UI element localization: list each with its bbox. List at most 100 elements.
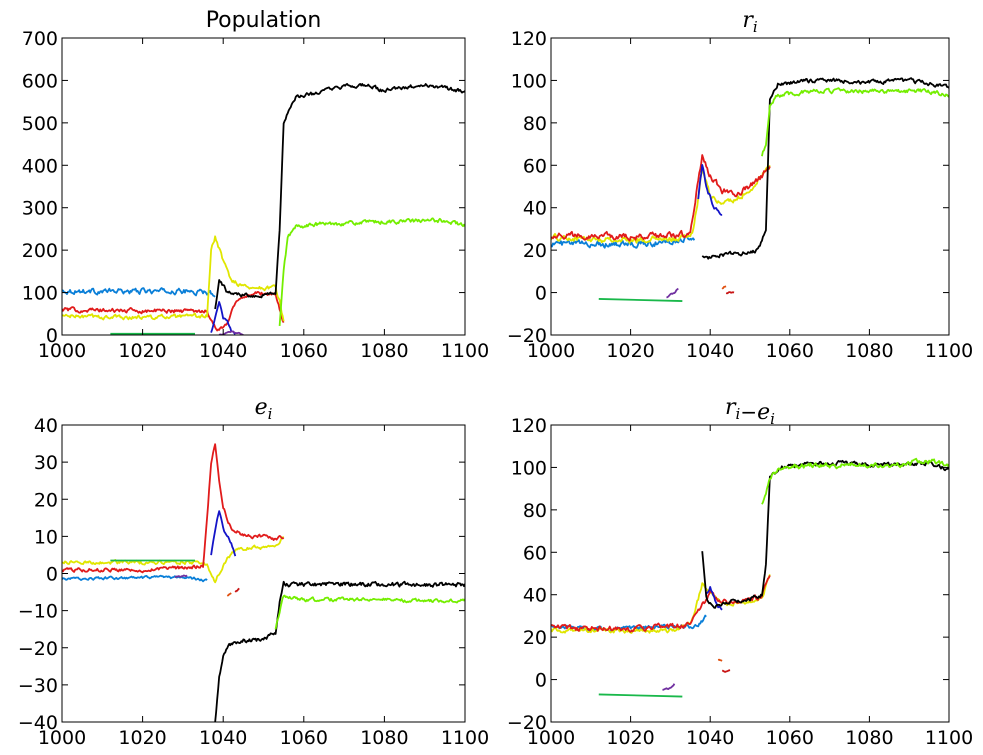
series-line <box>598 693 683 698</box>
x-tick-label: 1100 <box>925 727 973 749</box>
series-line <box>551 575 771 633</box>
series-line <box>551 235 696 249</box>
chart-title: ri−ei <box>725 395 775 428</box>
x-tick-label: 1080 <box>845 340 893 362</box>
x-tick-label: 1080 <box>360 727 408 749</box>
series-group <box>551 457 949 698</box>
y-tick-label: −30 <box>18 675 58 697</box>
series-line <box>551 574 771 634</box>
series-line <box>721 669 731 673</box>
y-tick-label: 600 <box>22 70 58 92</box>
series-line <box>62 574 208 583</box>
series-line <box>725 291 735 295</box>
chart-title: ei <box>255 395 273 423</box>
axes-frame <box>550 424 950 723</box>
y-tick-label: 400 <box>22 155 58 177</box>
y-tick-label: 120 <box>511 28 547 50</box>
y-tick-label: 0 <box>535 670 547 692</box>
series-group <box>551 77 949 302</box>
panel-r-i: 1000 1020 1040 1060 1080 1100 −20 0 20 40 60 80 100 1… <box>507 8 973 362</box>
y-tick-label: 20 <box>523 240 547 262</box>
y-tick-label: 0 <box>46 325 58 347</box>
y-tick-label: 80 <box>523 113 547 135</box>
x-tick-label: 1040 <box>199 340 247 362</box>
y-tick-label: 100 <box>511 70 547 92</box>
y-tick-label: 80 <box>523 500 547 522</box>
x-tick-label: 1100 <box>925 340 973 362</box>
series-line <box>214 82 465 310</box>
x-tick-label: 1060 <box>280 727 328 749</box>
x-tick-label: 1060 <box>766 340 814 362</box>
y-tick-label: 120 <box>511 415 547 437</box>
series-line <box>705 586 723 611</box>
x-tick-label: 1020 <box>606 727 654 749</box>
x-tick-label: 1020 <box>118 727 166 749</box>
series-line <box>551 154 771 242</box>
axes-frame <box>550 37 950 336</box>
panel-e-i: 1000 1020 1040 1060 1080 1100−40−30−20−100102… <box>18 395 489 749</box>
x-tick-label: 1100 <box>441 727 489 749</box>
series-line <box>666 287 679 299</box>
x-tick-label: 1000 <box>38 727 86 749</box>
y-tick-label: 40 <box>523 198 547 220</box>
series-line <box>551 164 771 244</box>
series-line <box>62 443 285 574</box>
y-tick-label: 10 <box>34 526 58 548</box>
y-tick-label: −20 <box>18 638 58 660</box>
x-tick-label: 1080 <box>360 340 408 362</box>
x-tick-label: 1020 <box>118 340 166 362</box>
y-tick-label: 20 <box>34 489 58 511</box>
series-line <box>210 510 237 557</box>
series-line <box>226 592 232 597</box>
series-line <box>62 287 216 298</box>
x-tick-label: 1000 <box>38 340 86 362</box>
y-tick-label: 500 <box>22 113 58 135</box>
y-tick-label: 40 <box>34 415 58 437</box>
y-tick-label: 30 <box>34 452 58 474</box>
y-tick-label: −40 <box>18 712 58 734</box>
x-tick-label: 1000 <box>527 340 575 362</box>
x-tick-label: 1040 <box>686 727 734 749</box>
axes-frame <box>61 424 466 723</box>
y-tick-label: 20 <box>523 627 547 649</box>
y-tick-label: −20 <box>507 325 547 347</box>
x-tick-label: 1020 <box>606 340 654 362</box>
y-tick-label: 100 <box>22 283 58 305</box>
y-tick-label: −10 <box>18 601 58 623</box>
series-line <box>214 580 465 722</box>
series-line <box>62 291 285 332</box>
x-tick-label: 1000 <box>527 727 575 749</box>
chart-title: Population <box>206 8 322 33</box>
y-tick-label: 300 <box>22 198 58 220</box>
series-line <box>697 164 723 216</box>
y-tick-label: 60 <box>523 155 547 177</box>
series-line <box>701 77 949 260</box>
series-line <box>761 457 949 505</box>
panel-population: 1000 1020 1040 1060 1080 1100 0 100 200 300 400 500… <box>22 8 489 362</box>
x-tick-label: 1060 <box>766 727 814 749</box>
series-line <box>278 217 465 327</box>
series-line <box>234 587 240 593</box>
x-tick-label: 1100 <box>441 340 489 362</box>
y-tick-label: 200 <box>22 240 58 262</box>
series-line <box>598 298 683 302</box>
series-line <box>662 683 676 691</box>
x-tick-label: 1080 <box>845 727 893 749</box>
series-line <box>761 87 949 157</box>
series-line <box>721 285 727 290</box>
y-tick-label: 0 <box>535 283 547 305</box>
series-line <box>274 594 465 630</box>
series-line <box>717 658 723 662</box>
x-tick-label: 1040 <box>199 727 247 749</box>
series-line <box>62 235 285 322</box>
y-tick-label: 100 <box>511 457 547 479</box>
y-tick-label: 40 <box>523 585 547 607</box>
series-line <box>174 574 188 579</box>
y-tick-label: 700 <box>22 28 58 50</box>
series-line <box>701 459 949 609</box>
series-group <box>62 443 465 722</box>
panel-r-i-minus-e-i: 1000 1020 1040 1060 1080 1100 −20 0 20 40 60 80 100 1… <box>507 395 973 749</box>
axes-frame <box>61 37 466 336</box>
series-group <box>62 82 465 335</box>
x-tick-label: 1060 <box>280 340 328 362</box>
